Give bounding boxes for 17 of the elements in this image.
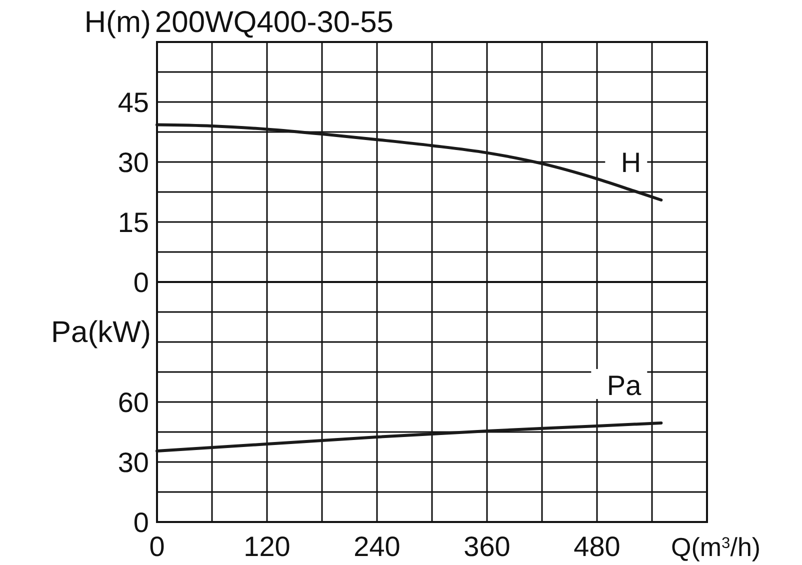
y-tick-label: 30 [118, 446, 149, 478]
y-tick-label: 60 [118, 386, 149, 418]
y-axis-title: H(m) [84, 6, 151, 39]
y-tick-label: 0 [133, 266, 149, 298]
y-axis-title: Pa(kW) [51, 316, 151, 349]
x-tick-label: 360 [464, 531, 510, 562]
y-tick-label: 30 [118, 146, 149, 178]
y-tick-label: 15 [118, 206, 149, 238]
y-tick-label: 45 [118, 86, 149, 118]
chart-title: 200WQ400-30-55 [155, 6, 394, 39]
series-label: H [620, 147, 642, 178]
x-tick-label: 120 [244, 531, 290, 562]
x-tick-label: 480 [574, 531, 620, 562]
x-tick-label: 240 [354, 531, 400, 562]
series-label: Pa [606, 370, 642, 401]
y-tick-label: 0 [133, 506, 149, 538]
x-axis-title: Q(m$^{3}$/h) [671, 532, 761, 562]
